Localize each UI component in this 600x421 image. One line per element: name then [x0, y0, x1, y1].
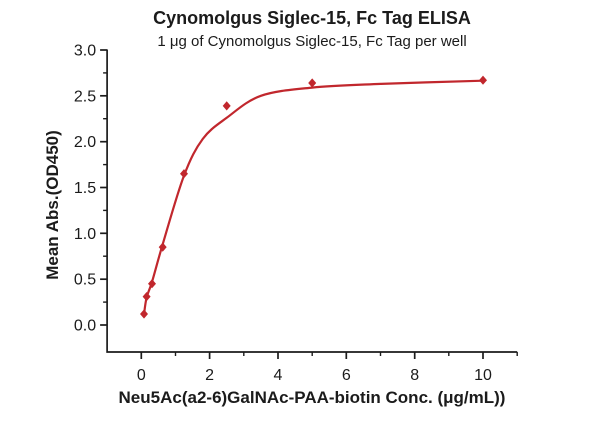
y-tick-label: 3.0: [74, 43, 96, 60]
data-point-marker: [142, 292, 151, 302]
y-tick-label: 2.5: [74, 88, 96, 105]
y-tick-label: 2.0: [74, 134, 96, 151]
data-points: [140, 75, 487, 319]
x-tick-label: 10: [474, 367, 492, 384]
x-tick-label: 0: [137, 367, 146, 384]
data-point-marker: [479, 75, 487, 85]
chart-title: Cynomolgus Siglec-15, Fc Tag ELISA: [153, 8, 471, 28]
data-point-marker: [222, 101, 231, 111]
data-point-marker: [158, 242, 167, 252]
axes: 0.0 0.5 1.0 1.5 2.0 2.5 3.0 0 2 4 6 8 10: [74, 43, 518, 384]
fit-curve: [142, 79, 485, 316]
y-tick-label: 0.0: [74, 318, 96, 335]
x-tick-label: 6: [342, 367, 351, 384]
y-tick-label: 1.0: [74, 226, 96, 243]
x-tick-label: 8: [410, 367, 419, 384]
x-tick-label: 2: [205, 367, 214, 384]
data-point-marker: [140, 309, 148, 319]
y-tick-label: 1.5: [74, 180, 96, 197]
data-point-marker: [180, 169, 188, 179]
data-point-marker: [148, 279, 156, 289]
y-tick-label: 0.5: [74, 272, 96, 289]
chart-subtitle: 1 μg of Cynomolgus Siglec-15, Fc Tag per…: [157, 33, 467, 50]
x-tick-label: 4: [274, 367, 283, 384]
x-axis-label: Neu5Ac(a2-6)GalNAc-PAA-biotin Conc. (μg/…: [118, 388, 506, 407]
data-point-marker: [308, 78, 317, 88]
